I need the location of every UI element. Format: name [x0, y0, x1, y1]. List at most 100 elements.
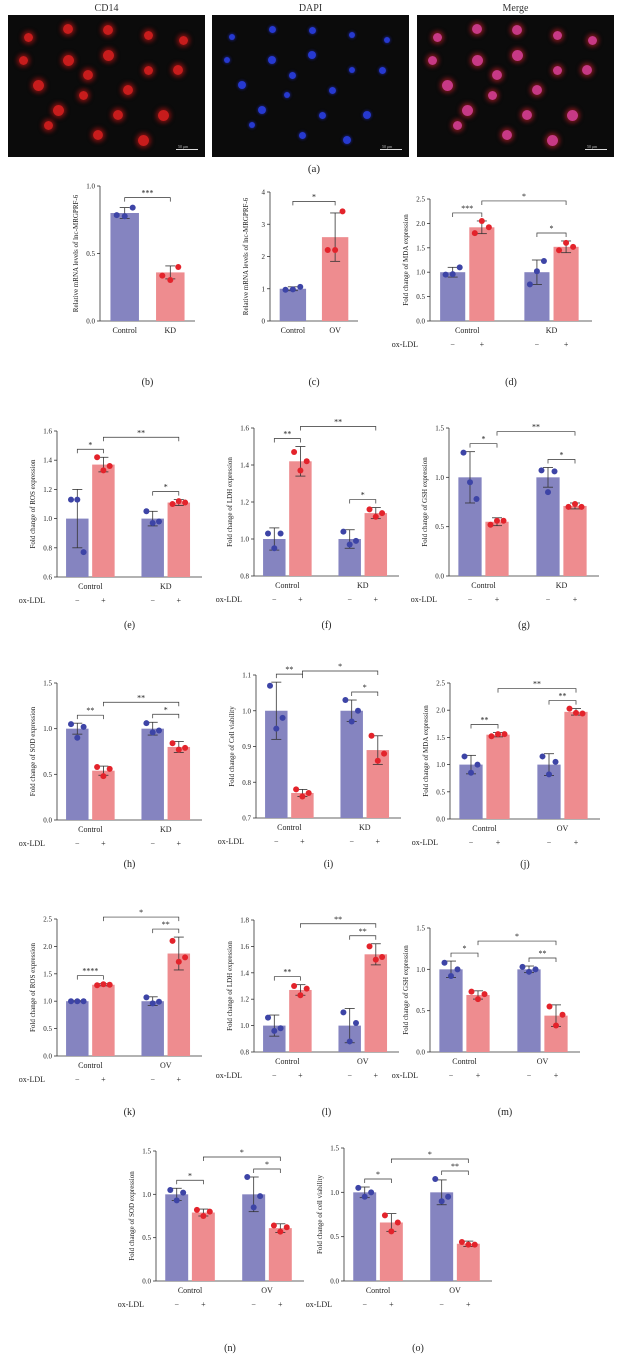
y-tick-label: 0.0: [330, 1278, 339, 1286]
data-point-3-0: [169, 501, 176, 507]
data-point-0-2: [297, 283, 304, 290]
micrograph-merge: 50 μm: [417, 15, 614, 157]
y-tick-label: 0.0: [43, 817, 52, 825]
data-point-3-1: [563, 239, 570, 246]
data-point-1-1: [332, 247, 339, 254]
x-group-label: KD: [359, 823, 371, 832]
sig-label-1: *: [265, 1160, 269, 1169]
y-tick-label: 2.0: [43, 943, 52, 951]
data-point-0-2: [474, 761, 481, 768]
data-point-2-0: [244, 1174, 251, 1180]
data-point-1-2: [481, 991, 488, 998]
cell-2-15: [587, 35, 597, 45]
treatment-mark: −: [439, 1300, 444, 1309]
bar-1: [485, 521, 509, 576]
y-tick-label: 1.4: [240, 462, 249, 470]
y-axis-label: Fold change of MDA expression: [402, 214, 410, 306]
y-tick-label: 1.5: [416, 925, 425, 933]
data-point-0-0: [461, 753, 468, 760]
treatment-mark: +: [374, 595, 379, 604]
chart-i: 0.7 0.8 0.9 1.0 1.1 Fold change of Cell viabi…: [218, 662, 401, 870]
sig-bracket-0: [273, 438, 301, 443]
sig-label-1: **: [559, 692, 567, 701]
data-point-2-1: [149, 729, 156, 736]
data-point-0-1: [121, 213, 128, 220]
data-point-1-2: [305, 789, 312, 796]
y-axis-label: Fold change of SOD expression: [29, 706, 37, 796]
bar-2: [537, 764, 561, 819]
sig-bracket-1: [351, 691, 379, 697]
treatment-mark: +: [376, 837, 381, 846]
data-point-2-0: [538, 467, 545, 474]
treatment-mark: −: [75, 1075, 80, 1084]
x-group-label: Control: [78, 1061, 103, 1070]
data-point-2-0: [432, 1176, 439, 1183]
sig-label-0: *: [376, 1170, 380, 1179]
data-point-0-1: [74, 734, 81, 741]
data-point-0-0: [441, 959, 448, 966]
data-point-1-2: [339, 208, 346, 215]
cell-0-15: [178, 35, 188, 45]
treatment-mark: +: [573, 595, 578, 604]
sig-bracket-0: [273, 976, 301, 981]
y-tick-label: 0.0: [416, 318, 425, 326]
data-point-0-1: [448, 972, 454, 979]
treatment-label: ox-LDL: [19, 596, 45, 605]
data-point-3-2: [182, 954, 189, 961]
y-axis-label: Fold change of Cell viability: [228, 706, 236, 787]
data-point-0-0: [167, 1187, 174, 1193]
sig-bracket-1: [349, 935, 377, 940]
panel-letter-a: (a): [307, 163, 321, 175]
cell-2-14: [471, 54, 483, 66]
data-point-1-2: [106, 765, 113, 772]
data-point-0-0: [267, 682, 274, 689]
sig-label-2: **: [334, 418, 342, 427]
y-tick-label: 1.2: [240, 996, 249, 1004]
data-point-3-0: [270, 1222, 277, 1229]
y-tick-label: 1.0: [435, 474, 444, 482]
treatment-mark: +: [177, 1075, 182, 1084]
treatment-mark: −: [150, 839, 155, 848]
data-point-3-2: [559, 1011, 566, 1018]
data-point-0-0: [442, 271, 449, 278]
chart-n: 0.0 0.5 1.0 1.5 Fold change of SOD expressio…: [118, 1148, 304, 1354]
sig-label-1: *: [550, 224, 554, 233]
sig-label-2: **: [137, 693, 145, 702]
cell-1-9: [249, 122, 255, 128]
cell-2-2: [511, 49, 523, 61]
x-group-label: Control: [178, 1286, 203, 1295]
data-point-1-2: [303, 985, 310, 992]
sig-bracket-2: [497, 688, 577, 693]
data-point-0-2: [80, 723, 87, 730]
treatment-mark: −: [272, 1071, 277, 1080]
data-point-0-0: [265, 1014, 272, 1021]
y-tick-label: 0.9: [242, 743, 251, 751]
bar-0: [263, 1025, 286, 1052]
panel-letter-c: (c): [308, 377, 319, 388]
data-point-1-0: [324, 247, 331, 254]
panel-letter-j: (j): [520, 859, 529, 870]
data-point-2-2: [257, 1193, 264, 1200]
cell-2-11: [546, 134, 558, 146]
y-tick-label: 1.5: [436, 734, 445, 742]
micro-title-dapi: DAPI: [298, 3, 323, 14]
data-point-0-0: [68, 721, 75, 728]
bar-3: [456, 1243, 480, 1281]
sig-label-1: *: [164, 705, 168, 714]
data-point-3-0: [366, 506, 373, 513]
panel-letter-g: (g): [518, 620, 530, 631]
y-axis-label: Fold change of MDA expression: [422, 705, 430, 797]
data-point-3-2: [379, 510, 386, 517]
sig-label-0: ***: [461, 204, 473, 213]
cell-1-11: [343, 136, 351, 144]
cell-0-5: [32, 79, 44, 91]
data-point-0-2: [473, 496, 480, 503]
data-point-3-0: [566, 705, 573, 712]
bar-2: [517, 969, 541, 1052]
sig-label-2: **: [137, 428, 145, 437]
cell-2-8: [566, 109, 578, 121]
y-tick-label: 1.5: [416, 244, 425, 252]
cell-2-13: [522, 110, 532, 120]
treatment-mark: +: [574, 838, 579, 847]
sig-label-2: **: [334, 915, 342, 924]
